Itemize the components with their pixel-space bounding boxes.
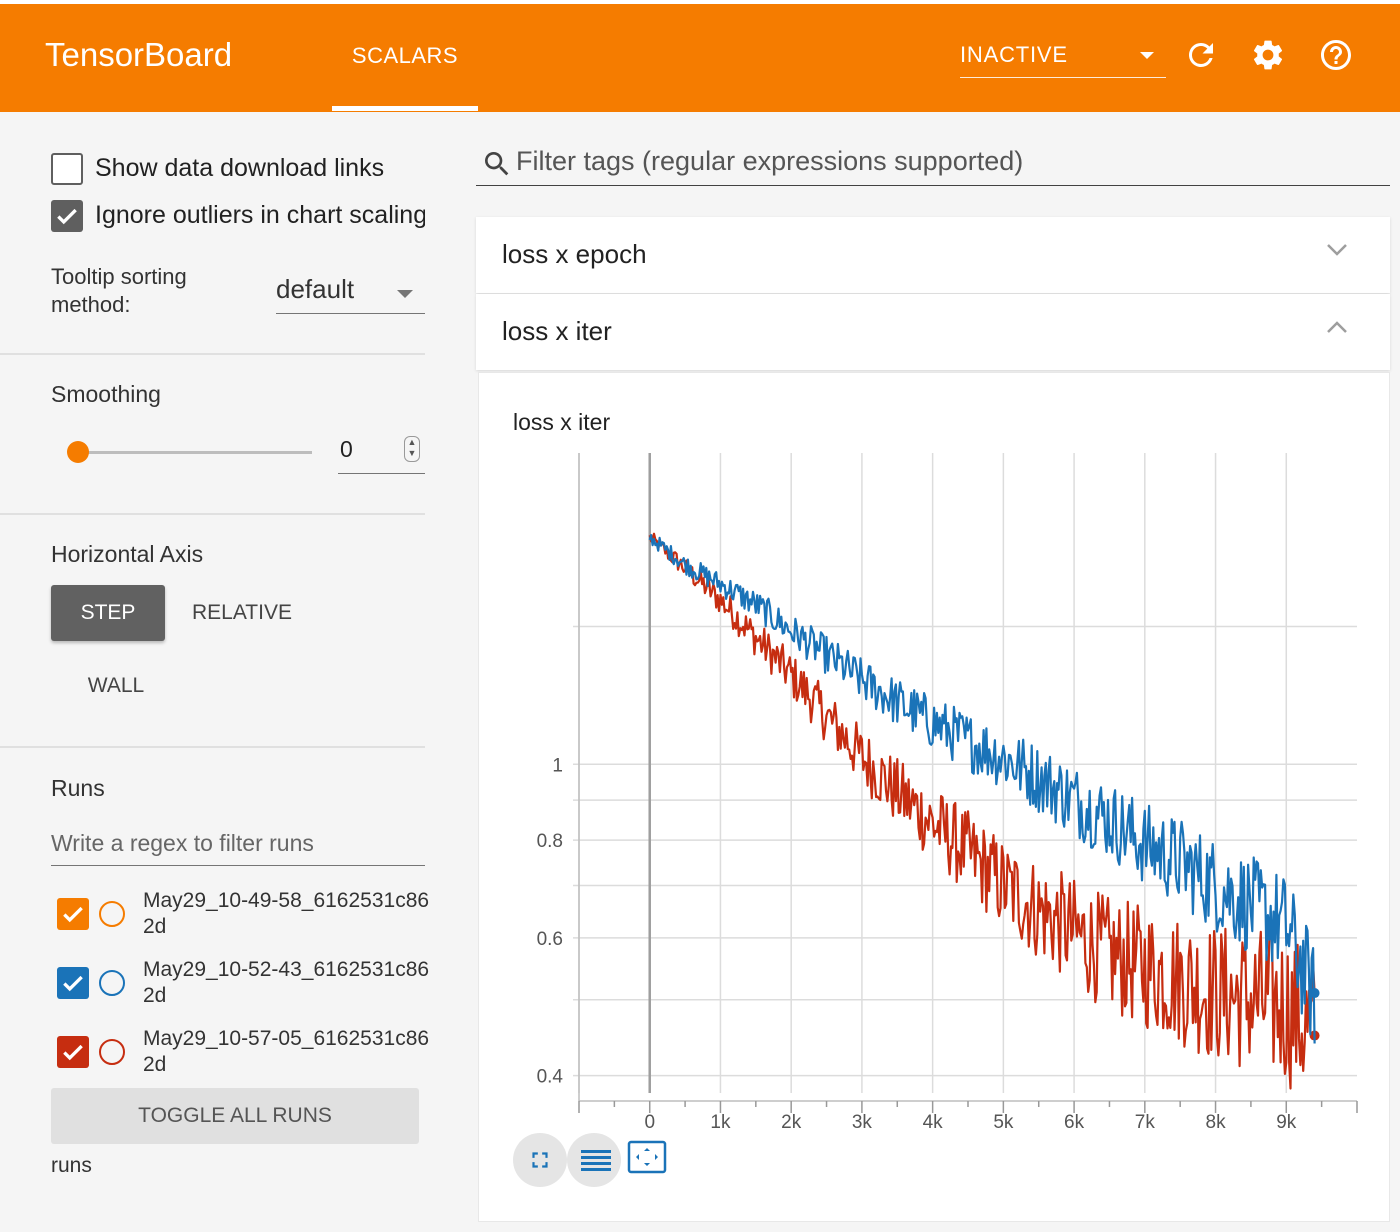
ignore-outliers-checkbox[interactable] <box>51 200 83 232</box>
log-scale-icon[interactable] <box>567 1133 621 1187</box>
axis-relative-button[interactable]: RELATIVE <box>192 601 292 624</box>
spinner-arrows-icon[interactable]: ▲ ▼ <box>404 436 420 462</box>
section-divider <box>0 746 425 748</box>
run-color-circle[interactable] <box>99 901 125 927</box>
dropdown-arrow-icon <box>397 290 413 298</box>
chevron-down-icon[interactable] <box>1326 243 1348 262</box>
x-tick-label: 6k <box>1064 1112 1085 1133</box>
tag-filter-input[interactable]: Filter tags (regular expressions support… <box>476 140 1390 186</box>
fullscreen-icon[interactable] <box>513 1133 567 1187</box>
checkmark-icon <box>63 906 83 923</box>
tab-scalars[interactable]: SCALARS <box>351 43 459 68</box>
top-app-bar: TensorBoard SCALARS INACTIVE <box>0 0 1400 112</box>
run-checkbox[interactable] <box>57 898 89 930</box>
run-name: May29_10-57-05_6162531c862d <box>143 1027 430 1076</box>
section-divider <box>0 513 425 515</box>
fit-domain-icon[interactable] <box>627 1139 667 1179</box>
section-divider <box>0 353 425 355</box>
run-color-circle[interactable] <box>99 1039 125 1065</box>
ignore-outliers-label-clip: Ignore outliers in chart scaling <box>95 201 425 230</box>
horizontal-axis-title: Horizontal Axis <box>51 541 204 567</box>
group-title: loss x iter <box>502 316 612 346</box>
group-title: loss x epoch <box>502 239 647 269</box>
series-line-blue <box>648 534 1316 1044</box>
smoothing-input[interactable]: 0 ▲ ▼ <box>338 430 425 474</box>
y-tick-label: 0.4 <box>537 1067 564 1088</box>
chart-title: loss x iter <box>513 409 611 435</box>
y-tick-label: 0.6 <box>537 929 563 950</box>
show-download-links-checkbox[interactable] <box>51 153 83 185</box>
series-end-point <box>1309 988 1320 999</box>
run-checkbox[interactable] <box>57 967 89 999</box>
run-color-circle[interactable] <box>99 970 125 996</box>
refresh-icon[interactable] <box>1183 37 1219 73</box>
group-header-loss-epoch[interactable]: loss x epoch <box>476 217 1390 293</box>
axis-wall-button[interactable]: WALL <box>87 674 145 697</box>
x-tick-label: 1k <box>710 1112 731 1133</box>
top-strip <box>0 0 1400 4</box>
inactive-plugins-select[interactable]: INACTIVE <box>960 34 1166 78</box>
loss-chart[interactable]: 0 1k 2k 3k 4k 5k 6k 7k 8k 9k 1 0.8 0.6 0.4 <box>479 373 1391 1133</box>
run-checkbox[interactable] <box>57 1036 89 1068</box>
inactive-select-label: INACTIVE <box>960 42 1068 67</box>
smoothing-title: Smoothing <box>51 381 161 407</box>
x-tick-label: 5k <box>993 1112 1014 1133</box>
checkmark-icon <box>63 975 83 992</box>
smoothing-slider-thumb[interactable] <box>67 441 89 463</box>
run-row: May29_10-49-58_6162531c862d <box>57 888 429 948</box>
smoothing-slider-track[interactable] <box>78 451 312 454</box>
x-tick-label: 7k <box>1135 1112 1156 1133</box>
group-header-loss-iter[interactable]: loss x iter <box>476 294 1390 370</box>
run-row: May29_10-57-05_6162531c862d <box>57 1026 429 1086</box>
run-name: May29_10-49-58_6162531c862d <box>143 889 430 938</box>
tooltip-sorting-label-2: method: <box>51 292 131 317</box>
y-tick-label: 1 <box>552 755 563 776</box>
gear-icon[interactable] <box>1250 37 1286 73</box>
runs-filter-input[interactable]: Write a regex to filter runs <box>51 824 425 866</box>
show-download-links-label: Show data download links <box>95 154 385 182</box>
tooltip-sorting-select[interactable]: default <box>276 274 425 314</box>
chart-card: loss x iter 0 1k 2k 3k 4k 5k 6k 7k 8k 9k 1 0.8 0.6 0.… <box>478 372 1390 1222</box>
x-tick-label: 0 <box>644 1112 655 1133</box>
tooltip-sorting-value: default <box>276 274 355 304</box>
active-tab-indicator <box>332 106 478 111</box>
toggle-all-runs-button[interactable]: TOGGLE ALL RUNS <box>51 1088 419 1144</box>
run-name: May29_10-52-43_6162531c862d <box>143 958 430 1007</box>
x-tick-label: 3k <box>852 1112 873 1133</box>
runs-filter-placeholder: Write a regex to filter runs <box>51 830 314 856</box>
smoothing-value: 0 <box>340 436 353 462</box>
tooltip-sorting-label-1: Tooltip sorting <box>51 264 187 289</box>
ignore-outliers-label: Ignore outliers in chart scaling <box>95 201 425 229</box>
x-tick-label: 2k <box>781 1112 802 1133</box>
runs-footer-label: runs <box>51 1154 92 1177</box>
run-row: May29_10-52-43_6162531c862d <box>57 957 429 1017</box>
search-icon <box>481 148 513 185</box>
tag-filter-placeholder: Filter tags (regular expressions support… <box>516 146 1024 176</box>
checkmark-icon <box>63 1044 83 1061</box>
runs-title: Runs <box>51 775 105 801</box>
help-circle-icon[interactable] <box>1318 37 1354 73</box>
sidebar: Show data download links Ignore outliers… <box>0 118 429 1232</box>
axis-step-button[interactable]: STEP <box>51 585 165 641</box>
app-title: TensorBoard <box>45 36 233 73</box>
y-tick-label: 0.8 <box>537 831 563 852</box>
x-tick-label: 4k <box>923 1112 944 1133</box>
chevron-up-icon[interactable] <box>1326 320 1348 339</box>
series-line-red <box>648 532 1316 1090</box>
x-tick-label: 9k <box>1276 1112 1297 1133</box>
checkmark-icon <box>57 208 77 225</box>
x-tick-label: 8k <box>1206 1112 1227 1133</box>
dropdown-arrow-icon <box>1140 52 1154 59</box>
